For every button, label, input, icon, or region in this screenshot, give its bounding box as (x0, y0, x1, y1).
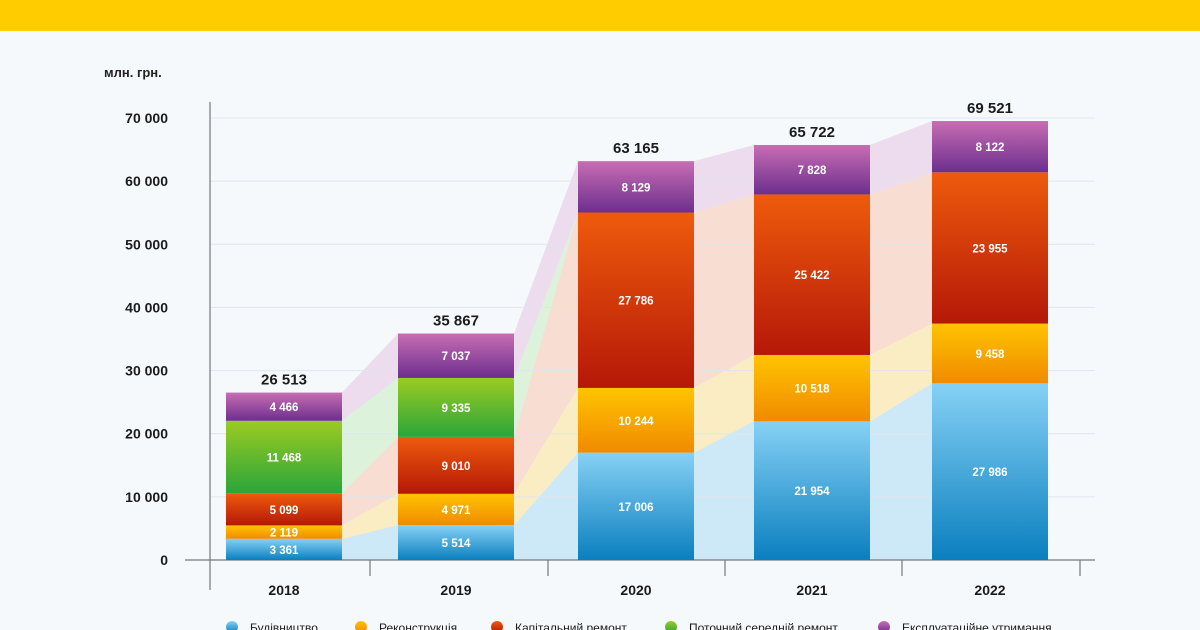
connector-band (694, 145, 754, 213)
total-label: 65 722 (789, 124, 835, 141)
connector-band (342, 333, 398, 421)
bars (226, 121, 1048, 560)
x-tick-label: 2018 (268, 582, 299, 598)
segment-value-label: 27 986 (972, 467, 1007, 479)
bar-segment (932, 383, 1048, 560)
segment-value-label: 10 244 (618, 416, 654, 428)
y-tick-label: 60 000 (125, 173, 168, 189)
legend-label: Експлуатаційне утримання (902, 621, 1052, 630)
axes: млн. грн. 0 10 000 20 000 30 000 40 000 50 00… (104, 65, 1095, 598)
segment-value-label: 2 119 (270, 528, 298, 540)
x-tick-label: 2021 (796, 582, 827, 598)
segment-value-label: 3 361 (270, 545, 299, 557)
segment-value-label: 8 122 (976, 142, 1005, 154)
connector-band (342, 377, 398, 494)
y-tick-label: 10 000 (125, 489, 168, 505)
connector-band (694, 421, 754, 560)
segment-value-label: 27 786 (618, 296, 653, 308)
segment-value-label: 5 514 (442, 538, 471, 550)
segment-value-label: 23 955 (972, 243, 1008, 255)
connector-band (514, 452, 578, 560)
bar-segment (226, 420, 342, 494)
segment-value-label: 9 335 (442, 403, 471, 415)
x-tick-label: 2022 (974, 582, 1005, 598)
y-unit-label: млн. грн. (104, 65, 162, 80)
bar-segment (754, 354, 870, 422)
y-tick-label: 70 000 (125, 110, 168, 126)
connector-band (342, 525, 398, 560)
bar-segment (932, 323, 1048, 384)
connector-band (514, 212, 578, 437)
segment-value-label: 7 037 (442, 351, 471, 363)
bar-segment (226, 392, 342, 421)
bar-segment (226, 538, 342, 560)
top-accent-bar (0, 0, 1200, 31)
connector-band (870, 383, 932, 560)
segment-value-label: 4 466 (270, 402, 299, 414)
total-label: 69 521 (967, 100, 1013, 117)
connector-band (694, 194, 754, 388)
bar-segment (226, 493, 342, 526)
y-tick-label: 0 (160, 552, 168, 568)
segment-value-label: 5 099 (270, 505, 299, 517)
legend-label: Поточний середній ремонт (689, 621, 838, 630)
total-label: 35 867 (433, 313, 479, 330)
bar-segment (398, 493, 514, 526)
x-tick-label: 2019 (440, 582, 471, 598)
legend: Будівництво Реконструкція Капітальний ремо… (226, 621, 1052, 630)
legend-label: Будівництво (250, 621, 318, 630)
connector-band (342, 436, 398, 526)
connector-band (870, 172, 932, 355)
total-label: 26 513 (261, 372, 307, 389)
segment-value-label: 25 422 (794, 270, 829, 282)
total-label: 63 165 (613, 140, 659, 157)
bar-segment (754, 194, 870, 355)
connector-band (342, 493, 398, 539)
legend-marker (665, 621, 677, 630)
segment-value-label: 7 828 (798, 165, 827, 177)
connector-band (870, 323, 932, 422)
segment-value-label: 11 468 (267, 452, 302, 464)
bar-segment (578, 212, 694, 388)
connector-band (514, 387, 578, 526)
segment-value-label: 9 010 (442, 461, 471, 473)
y-tick-label: 20 000 (125, 426, 168, 442)
legend-marker (355, 621, 367, 630)
bar-segment (754, 145, 870, 195)
bar-segment (398, 436, 514, 494)
segment-value-label: 17 006 (618, 502, 653, 514)
legend-label: Реконструкція (379, 621, 457, 630)
connector-band (870, 121, 932, 195)
segment-value-label: 21 954 (794, 486, 830, 498)
bar-segment (578, 387, 694, 453)
connector-bands (342, 121, 932, 560)
bar-segment (398, 333, 514, 378)
bar-segment (754, 421, 870, 560)
legend-label: Капітальний ремонт (515, 621, 627, 630)
y-tick-label: 30 000 (125, 363, 168, 379)
bar-segment (578, 161, 694, 213)
legend-marker (491, 621, 503, 630)
bar-segment (398, 525, 514, 560)
segment-value-label: 10 518 (794, 384, 830, 396)
segment-value-label: 9 458 (976, 349, 1005, 361)
connector-band (694, 354, 754, 453)
bar-segment (578, 452, 694, 560)
legend-marker (878, 621, 890, 630)
y-tick-label: 50 000 (125, 236, 168, 252)
segment-value-label: 4 971 (442, 505, 471, 517)
bar-segment (932, 172, 1048, 324)
bar-segment (398, 377, 514, 437)
legend-marker (226, 621, 238, 630)
labels: 3 361 2 119 5 099 11 468 4 466 26 513 5 514 4 9… (261, 100, 1013, 557)
segment-value-label: 8 129 (622, 182, 651, 194)
bar-segment (932, 121, 1048, 173)
y-tick-label: 40 000 (125, 299, 168, 315)
connector-band (514, 161, 578, 378)
x-tick-label: 2020 (620, 582, 651, 598)
bar-segment (226, 525, 342, 539)
connector-band (514, 212, 578, 494)
